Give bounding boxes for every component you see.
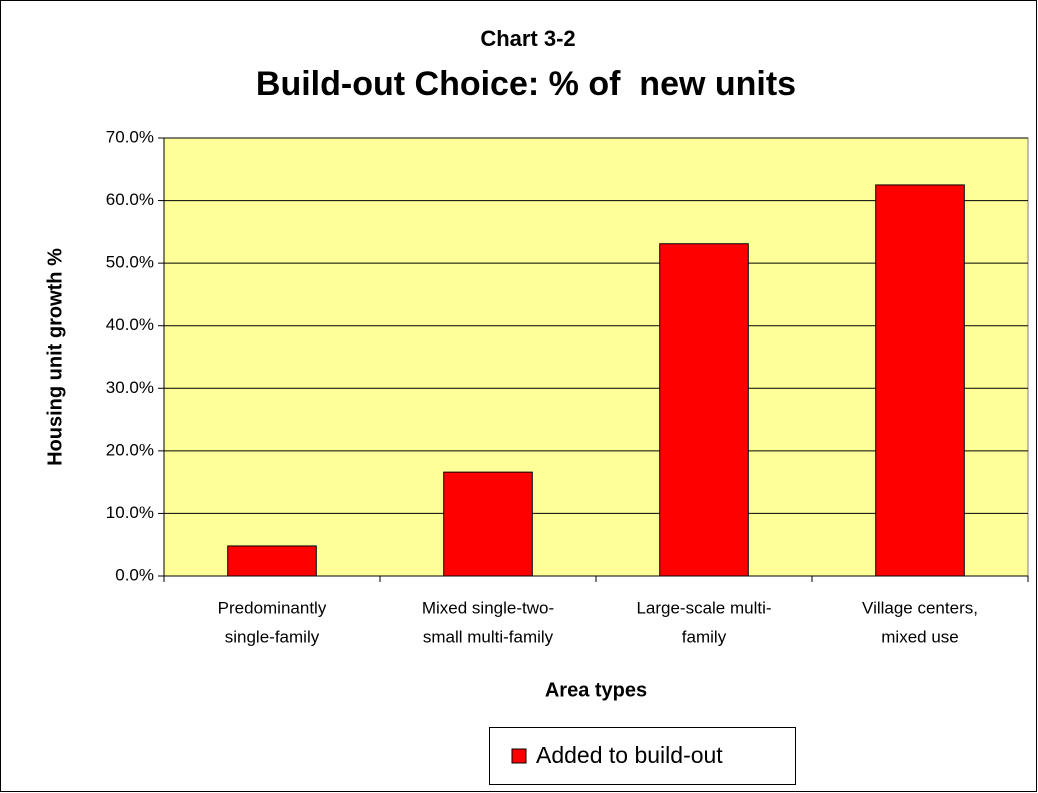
chart-subtitle: Chart 3-2 [480,26,575,51]
y-tick-label: 10.0% [106,503,154,522]
y-tick-label: 60.0% [106,190,154,209]
legend-box [489,727,796,785]
y-tick-label: 20.0% [106,440,154,459]
legend-label: Added to build-out [536,742,723,768]
y-tick-label: 50.0% [106,253,154,272]
x-tick-label: mixed use [881,627,958,646]
x-axis-label: Area types [545,679,647,701]
x-tick-label: Large-scale multi- [636,598,771,617]
y-tick-label: 70.0% [106,127,154,146]
x-tick-label: small multi-family [423,627,554,646]
x-tick-label: Village centers, [862,598,978,617]
bar [875,184,965,577]
x-tick-label: family [682,627,727,646]
x-tick-label: Predominantly [218,598,327,617]
y-tick-label: 40.0% [106,315,154,334]
bar [227,545,317,577]
x-tick-label: Mixed single-two- [422,598,554,617]
chart-title: Build-out Choice: % of new units [256,65,796,103]
bar [443,471,533,577]
x-tick-label: single-family [225,627,320,646]
legend-swatch [511,748,527,764]
y-tick-label: 30.0% [106,378,154,397]
y-axis-label: Housing unit growth % [44,248,66,466]
bar [659,243,749,577]
y-tick-label: 0.0% [115,565,154,584]
